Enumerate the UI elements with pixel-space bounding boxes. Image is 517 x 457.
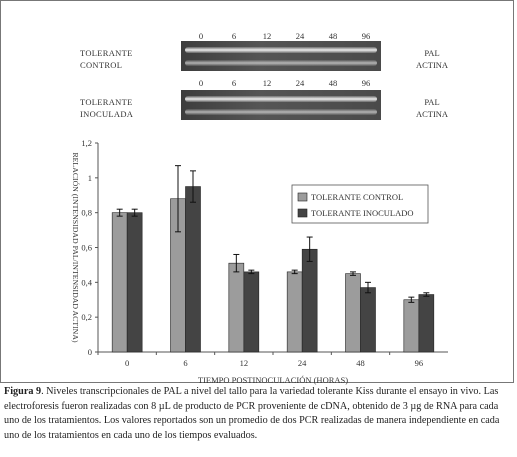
x-axis-title: TIEMPO POSTINOCULACIÓN (HORAS) bbox=[198, 375, 348, 385]
gel-1-pal-band bbox=[185, 47, 377, 53]
y-tick-label: 0,4 bbox=[81, 277, 92, 287]
gel-1-sample-label: TOLERANTE CONTROL bbox=[80, 47, 133, 71]
figure-caption: Figura 9. Niveles transcripcionales de P… bbox=[4, 385, 512, 443]
x-tick-label: 48 bbox=[356, 358, 365, 368]
gel-1-time-label: 0 bbox=[198, 31, 204, 41]
gel-1-time-label: 24 bbox=[295, 31, 305, 41]
gel-2-actina-band bbox=[185, 109, 377, 115]
gel-2-band-labels: PAL ACTINA bbox=[402, 96, 462, 120]
x-tick-label: 96 bbox=[415, 358, 424, 368]
y-tick-label: 1 bbox=[88, 173, 92, 183]
gel-2-time-label: 48 bbox=[328, 78, 338, 88]
bar bbox=[286, 271, 303, 353]
bar bbox=[126, 212, 143, 353]
bar bbox=[111, 212, 128, 353]
gel-2-time-label: 0 bbox=[198, 78, 204, 88]
gel-1-band-label-actina: ACTINA bbox=[415, 60, 449, 70]
legend-swatch bbox=[297, 208, 308, 218]
x-tick-label: 12 bbox=[240, 358, 249, 368]
legend-label: TOLERANTE CONTROL bbox=[311, 192, 403, 202]
caption-label: Figura 9 bbox=[4, 386, 42, 397]
x-tick-label: 0 bbox=[125, 358, 129, 368]
gel-2-band-label-actina: ACTINA bbox=[415, 109, 449, 119]
gel-1-time-label: 12 bbox=[262, 31, 272, 41]
legend-swatch bbox=[297, 192, 308, 202]
y-axis-title: RELACIÓN (INTENSIDAD PAL/INTENSIDAD ACTI… bbox=[71, 152, 81, 342]
gel-2-sample-line-2: INOCULADA bbox=[80, 109, 134, 119]
gel-2-time-label: 96 bbox=[361, 78, 371, 88]
gel-2-sample-label: TOLERANTE INOCULADA bbox=[80, 96, 133, 120]
gel-1-band-label-pal: PAL bbox=[424, 48, 440, 58]
bar bbox=[228, 262, 245, 353]
gel-2-pal-band bbox=[185, 96, 377, 102]
bar bbox=[360, 287, 376, 353]
gel-1-time-label: 48 bbox=[328, 31, 338, 41]
x-tick-label: 24 bbox=[298, 358, 307, 368]
gel-2-band-label-pal: PAL bbox=[424, 97, 440, 107]
gel-1-time-label: 6 bbox=[231, 31, 237, 41]
bar bbox=[243, 271, 260, 353]
gel-2-time-label: 6 bbox=[231, 78, 237, 88]
bar bbox=[403, 299, 420, 353]
gel-2-time-label: 12 bbox=[262, 78, 272, 88]
bar bbox=[185, 186, 201, 353]
gel-2-time-label: 24 bbox=[295, 78, 305, 88]
y-tick-label: 0,2 bbox=[81, 312, 92, 322]
y-tick-label: 0,8 bbox=[81, 208, 92, 218]
gel-2-image bbox=[181, 90, 381, 120]
gel-1-sample-line-2: CONTROL bbox=[80, 60, 123, 70]
y-tick-label: 0,6 bbox=[81, 243, 92, 253]
gel-1-actina-band bbox=[185, 60, 377, 66]
gel-2-sample-line-1: TOLERANTE bbox=[80, 97, 133, 107]
gel-1-band-labels: PAL ACTINA bbox=[402, 47, 462, 71]
bar bbox=[301, 248, 318, 353]
x-tick-label: 6 bbox=[183, 358, 187, 368]
bar bbox=[418, 294, 435, 353]
gel-1-image bbox=[181, 41, 381, 71]
gel-1-time-label: 96 bbox=[361, 31, 371, 41]
bar bbox=[345, 273, 361, 353]
y-tick-label: 0 bbox=[88, 347, 92, 357]
legend-label: TOLERANTE INOCULADO bbox=[311, 208, 414, 218]
caption-text: . Niveles transcripcionales de PAL a niv… bbox=[4, 386, 500, 441]
legend-box bbox=[291, 184, 429, 224]
gel-1-sample-line-1: TOLERANTE bbox=[80, 48, 133, 58]
y-tick-label: 1,2 bbox=[81, 138, 92, 148]
